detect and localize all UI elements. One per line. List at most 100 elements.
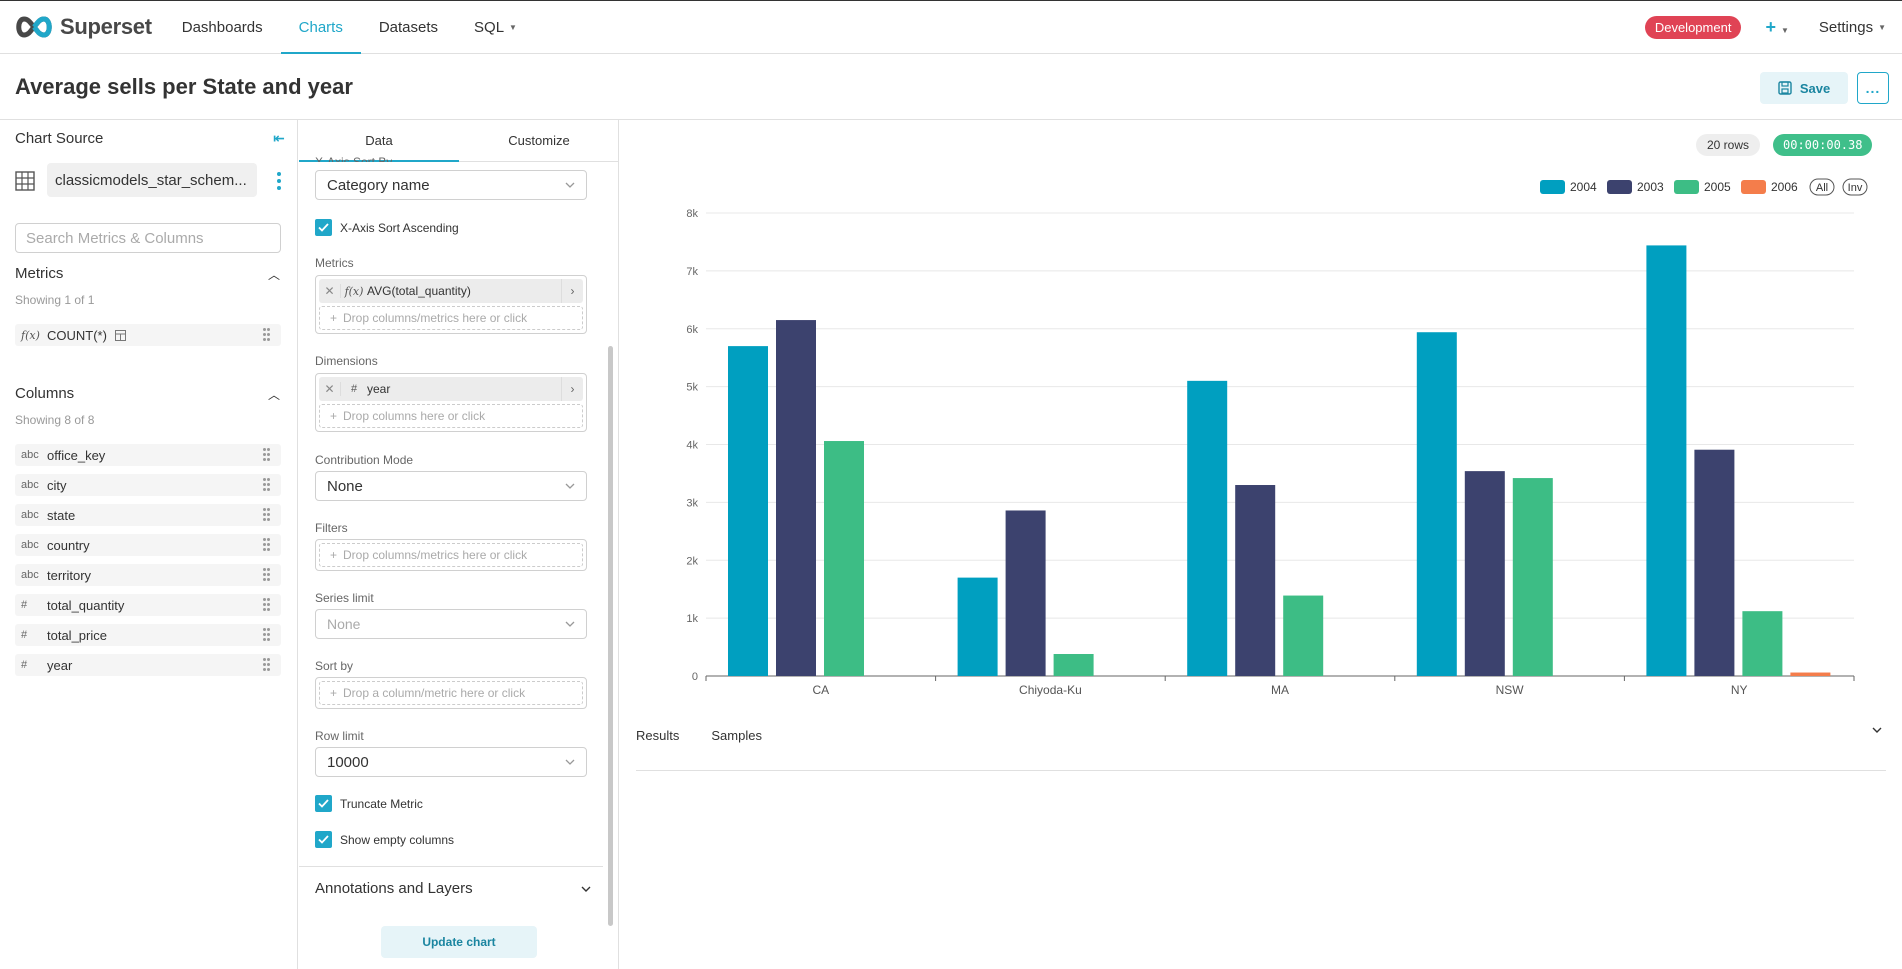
bar (1187, 380, 1228, 676)
bar (1235, 485, 1276, 676)
remove-icon[interactable]: ✕ (319, 284, 341, 298)
dimensions-dropzone[interactable]: + Drop columns here or click (319, 404, 583, 428)
annotations-section[interactable]: Annotations and Layers (315, 880, 595, 897)
dataset-menu-icon[interactable] (276, 171, 282, 191)
string-type-icon: abc (21, 449, 39, 461)
metric-item[interactable]: f(x) COUNT(*) (15, 324, 281, 346)
function-icon: f(x) (21, 328, 40, 342)
drag-handle-icon[interactable] (263, 478, 271, 492)
bar-chart: 0 1k 2k 3k 4k 5k 6k 7k 8k CA Chiyoda-Ku MA NSW NY 2004… (686, 178, 1868, 697)
y-tick-label: 0 (692, 671, 698, 683)
tab-results[interactable]: Results (636, 728, 680, 743)
bar (1053, 654, 1094, 676)
bar (1694, 449, 1735, 676)
sort-by-dropbox: + Drop a column/metric here or click (315, 677, 587, 709)
nav-charts[interactable]: Charts (280, 0, 362, 54)
bar (824, 441, 864, 676)
checkbox-label: Truncate Metric (340, 796, 423, 811)
x-tick-label: Chiyoda-Ku (1019, 683, 1082, 697)
bar (1005, 510, 1046, 676)
chevron-right-icon[interactable]: › (561, 279, 583, 303)
row-limit-value: 10000 (327, 753, 369, 771)
nav-sql[interactable]: SQL ▼ (456, 0, 535, 54)
drag-handle-icon[interactable] (263, 538, 271, 552)
filters-dropbox: + Drop columns/metrics here or click (315, 539, 587, 571)
chevron-up-icon[interactable]: ︿ (268, 388, 281, 402)
bar (1464, 471, 1505, 676)
metrics-section-title[interactable]: Metrics (15, 265, 64, 282)
nav-dashboards[interactable]: Dashboards (181, 18, 263, 36)
show-empty-columns-checkbox[interactable]: Show empty columns (315, 831, 454, 848)
string-type-icon: abc (21, 509, 39, 521)
more-options-button[interactable]: ... (1857, 72, 1889, 104)
column-item[interactable]: abc state (15, 504, 281, 526)
legend-swatch (1540, 180, 1565, 194)
brand-name: Superset (60, 14, 152, 39)
column-item[interactable]: abc office_key (15, 444, 281, 466)
save-button[interactable]: Save (1760, 72, 1848, 104)
drag-handle-icon[interactable] (263, 328, 271, 342)
column-item[interactable]: abc country (15, 534, 281, 556)
environment-badge: Development (1644, 15, 1742, 39)
row-limit-select[interactable]: 10000 (315, 747, 587, 777)
truncate-metric-checkbox[interactable]: Truncate Metric (315, 795, 423, 812)
x-axis-sort-ascending-checkbox[interactable]: X-Axis Sort Ascending (315, 219, 459, 236)
dimension-pill[interactable]: ✕ # year › (319, 377, 583, 401)
tab-data[interactable]: Data (299, 120, 459, 162)
tab-samples[interactable]: Samples (711, 728, 762, 743)
column-item[interactable]: # year (15, 654, 281, 676)
string-type-icon: abc (21, 479, 39, 491)
column-item[interactable]: # total_quantity (15, 594, 281, 616)
x-tick-label: NSW (1496, 683, 1525, 697)
metric-pill[interactable]: ✕ f(x) AVG(total_quantity) › (319, 279, 583, 303)
bar (1416, 332, 1457, 676)
chevron-up-icon[interactable]: ︿ (268, 268, 281, 282)
string-type-icon: abc (21, 569, 39, 581)
chevron-down-icon[interactable] (1870, 723, 1884, 737)
dropzone-text: Drop columns/metrics here or click (343, 548, 528, 562)
tab-customize[interactable]: Customize (508, 133, 570, 148)
chevron-down-icon (565, 759, 575, 765)
caret-down-icon: ▼ (509, 22, 517, 32)
drag-handle-icon[interactable] (263, 508, 271, 522)
contribution-mode-select[interactable]: None (315, 471, 587, 501)
column-item[interactable]: abc territory (15, 564, 281, 586)
x-axis-sort-by-select[interactable]: Category name (315, 170, 587, 200)
scrollbar[interactable] (608, 346, 613, 926)
nav-datasets[interactable]: Datasets (378, 18, 439, 36)
column-name: country (47, 537, 90, 553)
columns-section-title[interactable]: Columns (15, 385, 75, 402)
bar (1742, 611, 1783, 676)
update-chart-button[interactable]: Update chart (381, 926, 537, 958)
chart-header: Average sells per State and year Save ..… (0, 54, 1902, 120)
brand[interactable]: Superset (14, 0, 152, 54)
numeric-type-icon: # (21, 629, 28, 641)
metrics-dropzone[interactable]: + Drop columns/metrics here or click (319, 306, 583, 330)
chevron-right-icon[interactable]: › (561, 377, 583, 401)
sort-by-dropzone[interactable]: + Drop a column/metric here or click (319, 681, 583, 705)
y-tick-label: 2k (686, 555, 698, 567)
series-limit-select[interactable]: None (315, 609, 587, 639)
plus-icon: + (330, 686, 338, 700)
drag-handle-icon[interactable] (263, 658, 271, 672)
checkbox-label: Show empty columns (340, 832, 455, 847)
chart-title[interactable]: Average sells per State and year (15, 74, 353, 99)
search-input[interactable]: Search Metrics & Columns (15, 223, 281, 253)
drag-handle-icon[interactable] (263, 628, 271, 642)
drag-handle-icon[interactable] (263, 568, 271, 582)
columns-count: Showing 8 of 8 (15, 413, 95, 427)
column-item[interactable]: # total_price (15, 624, 281, 646)
filters-dropzone[interactable]: + Drop columns/metrics here or click (319, 543, 583, 567)
drag-handle-icon[interactable] (263, 448, 271, 462)
legend-label: 2003 (1637, 180, 1664, 194)
remove-icon[interactable]: ✕ (319, 382, 341, 396)
plus-icon[interactable]: + ▼ (1765, 17, 1788, 38)
collapse-panel-icon[interactable]: ⇤ (273, 130, 285, 146)
dataset-name[interactable]: classicmodels_star_schem... (47, 163, 257, 197)
caret-down-icon: ▼ (1878, 22, 1886, 32)
settings-menu[interactable]: Settings ▼ (1819, 19, 1886, 36)
column-item[interactable]: abc city (15, 474, 281, 496)
datasource-panel: Chart Source ⇤ classicmodels_star_schem.… (0, 120, 298, 969)
drag-handle-icon[interactable] (263, 598, 271, 612)
legend-toggle-label: All (1816, 182, 1828, 194)
